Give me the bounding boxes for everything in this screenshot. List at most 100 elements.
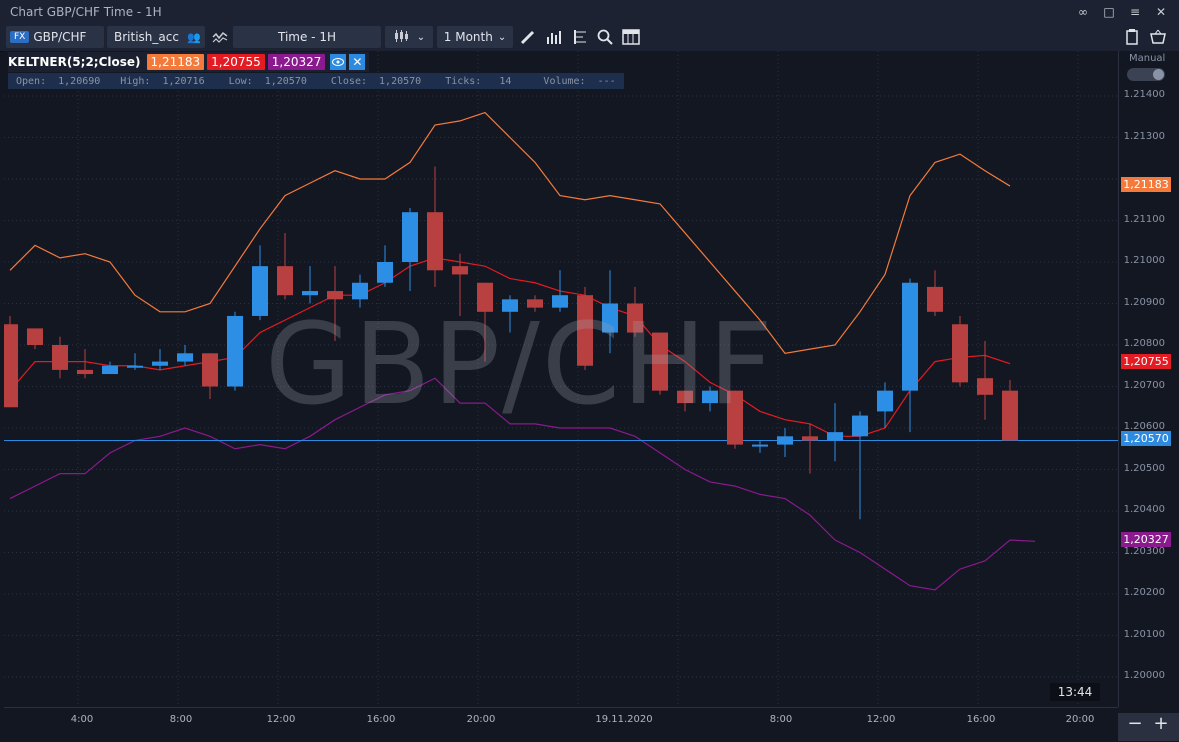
price-axis[interactable] <box>1118 51 1179 707</box>
symbol-watermark: GBP/CHF <box>265 300 775 430</box>
candle-body <box>552 295 568 308</box>
period-selector[interactable]: 1 Month ⌄ <box>437 26 513 48</box>
zoom-in-button[interactable]: + <box>1153 713 1169 734</box>
price-label: 1.20500 <box>1123 462 1165 474</box>
candle-body <box>777 436 793 445</box>
clipboard-icon[interactable] <box>1122 27 1142 47</box>
candle-body <box>652 332 668 391</box>
candle-body <box>627 303 643 333</box>
zoom-out-button[interactable]: − <box>1127 713 1143 734</box>
candle-body <box>127 365 143 368</box>
candle-style-selector[interactable]: ⌄ <box>385 26 433 48</box>
candle-body <box>852 415 868 437</box>
indicators-icon[interactable] <box>544 27 564 47</box>
fibonacci-icon[interactable] <box>570 27 590 47</box>
price-label: 1.20600 <box>1123 421 1165 432</box>
price-label: 1.20000 <box>1123 670 1165 681</box>
candle-body <box>1002 390 1018 441</box>
price-label: 1.21000 <box>1123 255 1165 266</box>
time-label: 16:00 <box>366 714 396 725</box>
pencil-icon[interactable] <box>518 27 538 47</box>
chart-type-selector[interactable]: Time - 1H <box>233 26 381 48</box>
chart-toolbar: FX GBP/CHF British_acc 👥 Time - 1H ⌄ 1 M… <box>0 24 1179 52</box>
lower-band-badge: 1,20327 <box>1121 532 1171 547</box>
compare-icon[interactable] <box>210 27 230 47</box>
candle-body <box>427 212 443 271</box>
indicator-name: KELTNER(5;2;Close) <box>8 55 141 69</box>
close-icon[interactable]: ✕ <box>1155 5 1167 19</box>
candle-body <box>952 324 968 383</box>
candle-body <box>477 282 493 312</box>
settings-icon[interactable]: ≡ <box>1129 5 1141 19</box>
current-time: 13:44 <box>1050 683 1100 701</box>
ohlc-open: Open: 1,20690 <box>16 75 101 87</box>
candle-body <box>327 291 343 300</box>
remove-indicator-icon[interactable]: ✕ <box>349 54 366 70</box>
symbol-label: GBP/CHF <box>33 30 87 44</box>
candle-body <box>277 266 293 296</box>
candle-body <box>452 266 468 275</box>
time-label: 16:00 <box>966 714 996 725</box>
price-label: 1.21400 <box>1123 89 1165 100</box>
middle-band-badge: 1,20755 <box>1121 354 1171 369</box>
search-icon[interactable] <box>595 27 615 47</box>
keltner-line <box>9 377 1036 591</box>
indicator-middle-value: 1,20755 <box>207 54 265 70</box>
price-label: 1.20900 <box>1123 296 1165 308</box>
ohlc-volume: Volume: --- <box>543 75 616 87</box>
indicator-legend: KELTNER(5;2;Close) 1,21183 1,20755 1,203… <box>8 52 370 72</box>
candle-body <box>52 345 68 370</box>
ohlc-close: Close: 1,20570 <box>330 75 422 87</box>
keltner-line <box>9 257 1011 437</box>
keltner-line <box>9 111 1011 354</box>
candle-body <box>502 299 518 312</box>
candle-body <box>352 282 368 300</box>
price-label: 1.21300 <box>1123 130 1165 142</box>
candle-body <box>677 390 693 404</box>
price-label: 1.20200 <box>1123 587 1165 598</box>
price-label: 1.20100 <box>1123 628 1165 640</box>
time-axis[interactable]: 4:00 8:00 12:00 16:00 20:00 19.11.2020 8… <box>4 707 1118 742</box>
link-icon[interactable]: ∞ <box>1078 5 1088 19</box>
current-price-badge: 1,20570 <box>1121 431 1171 446</box>
symbol-selector[interactable]: FX GBP/CHF <box>6 26 104 48</box>
ohlc-info-bar: Open: 1,20690 High: 1,20716 Low: 1,20570… <box>8 73 624 89</box>
indicator-upper-value: 1,21183 <box>146 54 205 70</box>
period-label: 1 Month <box>443 30 493 44</box>
candle-body <box>4 324 18 408</box>
time-label: 12:00 <box>866 714 896 725</box>
window-controls: ∞ □ ≡ ✕ <box>1075 4 1169 20</box>
candle-body <box>202 353 218 387</box>
time-label: 12:00 <box>266 714 296 725</box>
chart-canvas[interactable] <box>4 51 1118 707</box>
time-label: 4:00 <box>70 714 94 725</box>
candle-body <box>752 444 768 447</box>
upper-band-badge: 1,21183 <box>1121 177 1171 192</box>
title-bar: Chart GBP/CHF Time - 1H ∞ □ ≡ ✕ <box>0 0 1179 24</box>
candle-body <box>802 436 818 441</box>
candle-body <box>702 390 718 404</box>
manual-label: Manual <box>1129 53 1166 64</box>
maximize-icon[interactable]: □ <box>1103 5 1115 19</box>
ohlc-high: High: 1,20716 <box>120 75 205 87</box>
chart-type-label: Time - 1H <box>278 30 336 44</box>
candlestick-icon <box>393 29 409 46</box>
price-label: 1.20700 <box>1123 379 1165 391</box>
candle-body <box>877 390 893 412</box>
candle-body <box>77 369 93 375</box>
manual-scale-toggle[interactable] <box>1127 68 1165 81</box>
candle-body <box>827 432 843 441</box>
indicator-lower-value: 1,20327 <box>267 54 326 70</box>
candle-body <box>727 390 743 445</box>
price-label: 1.21100 <box>1123 213 1165 225</box>
candle-body <box>527 299 543 308</box>
candle-body <box>602 303 618 333</box>
candle-body <box>252 266 268 316</box>
account-icon: 👥 <box>186 30 201 44</box>
eye-icon[interactable] <box>330 54 347 70</box>
basket-icon[interactable] <box>1148 27 1168 47</box>
table-icon[interactable] <box>621 27 641 47</box>
price-label: 1.20300 <box>1123 545 1165 557</box>
account-selector[interactable]: British_acc 👥 <box>107 26 205 48</box>
candle-body <box>102 365 118 375</box>
